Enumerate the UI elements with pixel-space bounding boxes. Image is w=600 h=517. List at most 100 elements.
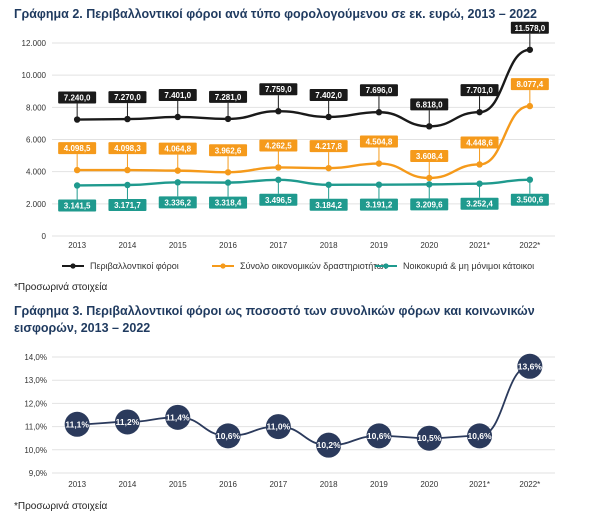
chart2-point xyxy=(114,409,140,435)
chart1-legend-label: Περιβαλλοντικοί φόροι xyxy=(90,261,179,271)
chart1-series-line xyxy=(77,178,530,187)
chart1-data-label-box xyxy=(58,142,97,155)
chart2-title: Γράφημα 3. Περιβαλλοντικοί φόροι ως ποσο… xyxy=(14,304,535,335)
chart1-data-label: 4.098,5 xyxy=(64,144,91,153)
chart1-data-label: 3.608,4 xyxy=(416,152,443,161)
chart1-point xyxy=(73,166,81,174)
chart1-data-label-box xyxy=(209,144,248,157)
chart1-series-line xyxy=(77,48,531,128)
chart1-data-label-box xyxy=(359,84,398,97)
chart1-point xyxy=(325,181,332,188)
chart1-point xyxy=(375,160,383,167)
chart2-y-tick-label: 13,0% xyxy=(24,376,47,385)
chart1-x-tick-label: 2021* xyxy=(469,241,490,250)
chart1-data-label: 7.401,0 xyxy=(164,91,191,100)
chart2-x-tick-label: 2016 xyxy=(219,480,237,489)
chart2-x-tick-label: 2017 xyxy=(269,480,287,489)
chart1-data-label-box xyxy=(58,199,97,212)
chart1-data-label-box xyxy=(259,193,298,206)
chart2-y-tick-label: 12,0% xyxy=(24,399,47,408)
chart2-x-tick-label: 2013 xyxy=(68,480,86,489)
chart1-data-label: 3.191,2 xyxy=(366,201,393,210)
chart1-y-tick-label: 4.000 xyxy=(26,168,47,177)
chart2-data-label: 11,1% xyxy=(65,419,89,429)
chart2-x-tick-label: 2021* xyxy=(469,480,490,489)
chart1-data-label: 7.402,0 xyxy=(315,91,342,100)
chart1-data-label: 3.184,2 xyxy=(315,201,342,210)
chart1-legend-marker xyxy=(70,263,76,269)
chart2-point xyxy=(517,353,543,379)
chart2-y-tick-label: 11,0% xyxy=(25,423,47,432)
chart1-point xyxy=(426,174,433,182)
chart1-data-label-box xyxy=(410,198,449,211)
chart1-y-tick-label: 2.000 xyxy=(26,200,47,209)
chart1-y-tick-label: 12.000 xyxy=(22,39,47,48)
chart1-data-label: 4.504,8 xyxy=(366,138,393,147)
chart1-point xyxy=(73,182,81,189)
chart1-y-tick-label: 10.000 xyxy=(22,71,47,80)
chart2-point xyxy=(467,423,493,449)
chart1-point xyxy=(275,108,282,115)
chart2-data-label: 13,6% xyxy=(518,361,543,371)
chart1-data-label: 7.759,0 xyxy=(265,85,292,94)
chart1-point xyxy=(275,164,282,171)
chart2-point xyxy=(215,423,241,449)
chart2-y-tick-label: 10,0% xyxy=(24,446,47,455)
chart1-data-label: 3.500,6 xyxy=(516,196,543,205)
chart2-series-line xyxy=(77,365,531,447)
chart1-data-label-box xyxy=(460,197,499,210)
chart1-data-label-box xyxy=(209,90,248,103)
chart1-x-tick-label: 2017 xyxy=(269,241,287,250)
chart1-data-label: 8.077,4 xyxy=(516,80,543,89)
chart1-y-ticks: 0 2.000 4.000 6.000 8.000 10.000 12.000 xyxy=(22,39,47,241)
chart1-data-label-box xyxy=(158,142,197,155)
chart1-y-tick-label: 0 xyxy=(42,232,47,241)
chart2-point xyxy=(64,411,90,437)
chart1-data-label: 3.171,7 xyxy=(114,201,141,210)
chart1-data-label: 11.578,0 xyxy=(514,24,545,33)
chart1-x-tick-label: 2016 xyxy=(219,241,237,250)
chart1-data-label: 4.098,3 xyxy=(114,144,141,153)
chart1-data-label: 6.818,0 xyxy=(416,100,443,109)
chart1-point xyxy=(224,169,232,176)
chart1-series: 7.240,0 7.270,0 7.401,0 7.281,0 7.759,0 7.402… xyxy=(58,21,549,212)
chart1-data-label-box xyxy=(510,193,549,206)
chart1-data-label: 3.962,6 xyxy=(215,146,242,155)
chart1-point xyxy=(476,108,483,116)
chart1-point xyxy=(224,179,232,186)
chart1-x-tick-label: 2019 xyxy=(370,241,388,250)
chart1-point xyxy=(526,176,534,183)
chart1-x-ticks: 2013 2014 2015 2016 2017 2018 2019 2020 2021* 202… xyxy=(68,241,540,250)
chart1-data-label: 7.270,0 xyxy=(114,93,141,102)
chart1-x-tick-label: 2014 xyxy=(119,241,137,250)
chart2-x-tick-label: 2015 xyxy=(169,480,187,489)
chart1-legend-label: Νοικοκυριά & μη μόνιμοι κάτοικοι xyxy=(403,261,534,271)
chart1-point xyxy=(124,166,131,174)
chart1-data-label-box xyxy=(58,91,97,104)
chart1-data-label-box xyxy=(359,198,398,211)
chart1-point xyxy=(124,181,131,189)
chart1-legend-label: Σύνολο οικονομικών δραστηριοτήτων xyxy=(240,261,389,271)
chart1-data-label: 4.448,6 xyxy=(466,138,493,147)
chart1-legend-marker xyxy=(383,263,389,269)
chart2-point xyxy=(316,432,342,458)
chart1-data-label: 3.209,6 xyxy=(416,200,443,209)
chart1-data-label-box xyxy=(108,91,147,104)
chart1-x-tick-label: 2015 xyxy=(169,241,187,250)
chart1-x-tick-label: 2022* xyxy=(519,241,540,250)
chart1-data-label: 3.496,5 xyxy=(265,196,292,205)
chart2-x-ticks: 2013 2014 2015 2016 2017 2018 2019 2020 2021* 202… xyxy=(68,480,540,489)
chart1-data-label-box xyxy=(359,135,398,148)
chart1-data-label: 7.701,0 xyxy=(466,86,493,95)
chart1-data-label-box xyxy=(410,98,449,111)
chart1-title: Γράφημα 2. Περιβαλλοντικοί φόροι ανά τύπ… xyxy=(14,7,538,21)
chart2-x-tick-label: 2019 xyxy=(370,480,388,489)
chart1-data-label-box xyxy=(209,196,248,209)
chart1-x-tick-label: 2020 xyxy=(420,241,438,250)
chart2-grid xyxy=(52,356,555,474)
chart1-point xyxy=(526,46,534,53)
chart1-point xyxy=(275,176,282,183)
chart1-data-label-box xyxy=(108,142,147,155)
